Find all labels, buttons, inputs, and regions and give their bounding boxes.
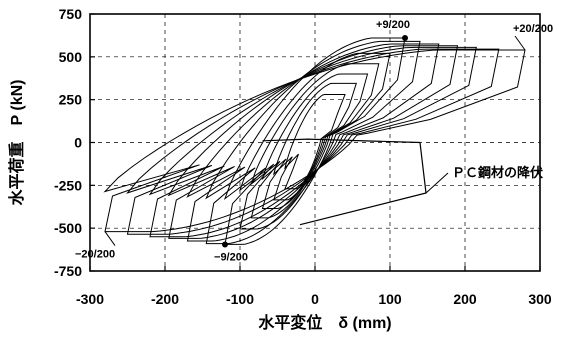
hysteresis-loop: [186, 43, 440, 242]
grid-lines: [90, 14, 540, 271]
peak-marker: [222, 241, 228, 248]
y-tick-label: 750: [59, 6, 83, 22]
x-axis-title: 水平変位 δ (mm): [258, 313, 391, 332]
x-tick-label: 0: [311, 291, 319, 307]
drift-label: +20/200: [513, 23, 553, 35]
y-tick-label: -750: [54, 263, 82, 279]
y-tick-label: 250: [59, 92, 83, 108]
hysteresis-loop: [103, 49, 526, 233]
hysteresis-loop: [238, 52, 391, 230]
yield-envelope-line: [262, 138, 427, 226]
drift-label: +9/200: [376, 19, 410, 31]
drift-label: −9/200: [214, 251, 248, 263]
x-tick-label: -200: [151, 291, 179, 307]
axis-ticks: -300 -200 -100 0 100 200 300 -750 -500 -250 0 250 50…: [54, 6, 552, 307]
yield-label: ＰＣ鋼材の降伏: [452, 165, 543, 180]
x-tick-label: -300: [76, 291, 104, 307]
hysteresis-loop: [126, 48, 500, 235]
peak-marker: [402, 34, 408, 41]
hysteresis-loop: [223, 37, 406, 245]
y-tick-label: -500: [54, 220, 82, 236]
hysteresis-loop: [205, 40, 421, 245]
hysteresis-loop: [250, 63, 380, 219]
yield-leader-line: [425, 172, 449, 194]
hysteresis-loop: [148, 46, 477, 238]
hysteresis-loop: [261, 73, 369, 209]
x-tick-label: 300: [528, 291, 552, 307]
y-axis-title: 水平荷重 P (kN): [7, 80, 26, 206]
hysteresis-loop: [167, 45, 459, 239]
annotations: +9/200 +20/200 −20/200 −9/200 ＰＣ鋼材の降伏: [75, 19, 553, 263]
x-tick-label: 200: [453, 291, 477, 307]
hysteresis-curves: [103, 37, 526, 245]
drift-pointer-line: [104, 231, 116, 246]
hysteresis-loop: [272, 82, 357, 201]
x-tick-label: -100: [226, 291, 254, 307]
y-tick-label: -250: [54, 177, 82, 193]
drift-pointer-line: [514, 35, 526, 51]
y-tick-label: 500: [59, 49, 83, 65]
x-tick-label: 100: [378, 291, 402, 307]
drift-label: −20/200: [75, 249, 115, 261]
yield-envelope: [262, 138, 427, 226]
y-tick-label: 0: [74, 135, 82, 151]
